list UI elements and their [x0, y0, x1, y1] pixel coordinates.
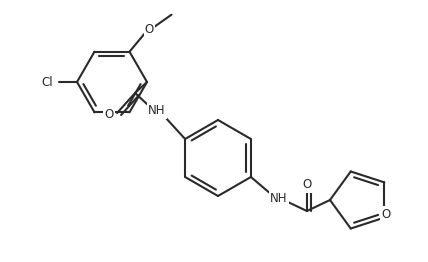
- Text: O: O: [104, 108, 114, 122]
- Text: NH: NH: [270, 193, 288, 205]
- Text: Cl: Cl: [41, 75, 53, 89]
- Text: O: O: [382, 208, 391, 221]
- Text: NH: NH: [149, 105, 166, 117]
- Text: O: O: [145, 23, 154, 36]
- Text: O: O: [302, 178, 312, 192]
